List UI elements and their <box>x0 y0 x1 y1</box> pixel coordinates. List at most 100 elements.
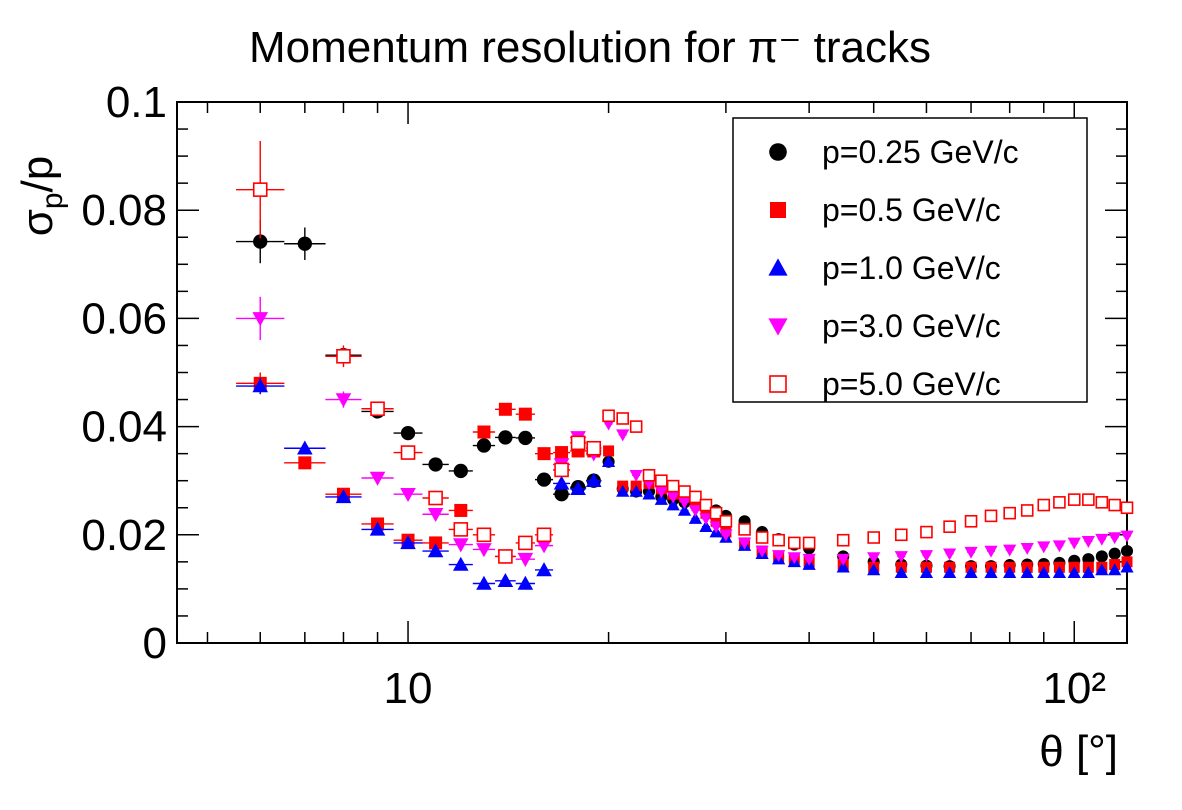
data-point <box>642 468 656 482</box>
data-point <box>400 487 416 503</box>
data-point <box>453 522 469 537</box>
legend-box <box>732 117 1088 403</box>
x-axis-label: θ [°] <box>1039 727 1118 776</box>
data-point <box>769 143 787 161</box>
data-point <box>554 487 569 502</box>
data-point <box>772 550 786 562</box>
data-point <box>964 566 978 578</box>
data-point <box>642 487 656 500</box>
data-point <box>984 509 998 523</box>
data-point <box>836 560 850 573</box>
data-point <box>964 546 978 559</box>
data-point <box>335 489 352 504</box>
data-point <box>252 378 269 393</box>
data-point <box>772 533 785 547</box>
data-point <box>454 503 468 517</box>
data-point <box>699 520 713 532</box>
data-point <box>984 545 998 558</box>
data-point <box>802 553 816 566</box>
data-point <box>1081 566 1095 578</box>
data-point <box>867 563 881 576</box>
legend-label: p=0.25 GeV/c <box>822 134 1019 170</box>
data-point <box>719 514 733 528</box>
data-point <box>943 566 957 578</box>
data-point <box>476 575 492 590</box>
data-point <box>943 520 956 533</box>
data-point <box>536 527 552 543</box>
y-axis-label-sub: p <box>36 192 69 209</box>
data-point <box>517 552 534 567</box>
data-point <box>1108 563 1122 576</box>
data-point <box>654 486 668 499</box>
data-point <box>400 425 416 441</box>
data-point <box>1120 530 1134 543</box>
data-point <box>429 536 443 550</box>
data-point <box>629 470 643 482</box>
data-point <box>477 425 491 439</box>
data-point <box>616 412 630 425</box>
data-point <box>1037 566 1051 578</box>
data-point <box>428 490 443 506</box>
data-point <box>585 472 602 487</box>
y-tick-label: 0.06 <box>81 294 167 343</box>
data-point <box>688 505 703 518</box>
data-point <box>1082 493 1095 506</box>
data-point <box>586 440 602 456</box>
data-point <box>476 438 492 453</box>
data-point <box>677 497 692 509</box>
x-tick-labels: 10 10² <box>384 664 1106 713</box>
data-point <box>400 445 416 460</box>
data-point <box>1081 536 1095 548</box>
data-point <box>452 556 469 571</box>
data-point <box>1037 541 1051 554</box>
data-point <box>710 515 722 527</box>
data-point <box>553 475 570 490</box>
data-point <box>984 566 998 578</box>
data-point <box>297 440 313 455</box>
series-p-5-0-gev-c <box>236 140 1134 564</box>
data-point <box>252 182 268 197</box>
data-point <box>518 430 533 446</box>
data-point <box>554 462 569 478</box>
data-point <box>666 479 680 493</box>
y-axis-label: σp/p <box>13 156 69 237</box>
legend-label: p=1.0 GeV/c <box>822 250 1001 286</box>
data-point <box>518 407 532 421</box>
data-point <box>1052 540 1067 553</box>
data-point <box>498 402 512 416</box>
data-point <box>920 525 933 539</box>
data-point <box>768 318 788 336</box>
data-point <box>336 348 351 364</box>
data-point <box>601 455 616 468</box>
data-point <box>517 575 534 590</box>
data-point <box>768 258 788 276</box>
data-point <box>1052 566 1067 578</box>
data-point <box>802 536 816 550</box>
data-point <box>400 535 416 550</box>
data-point <box>787 552 801 565</box>
data-point <box>297 236 312 251</box>
data-point <box>252 312 269 327</box>
data-point <box>666 491 680 504</box>
data-point <box>427 508 444 523</box>
data-point <box>1095 563 1109 576</box>
y-axis-label-tail: /p <box>13 156 62 193</box>
data-point <box>894 528 908 542</box>
y-tick-labels: 0 0.02 0.04 0.06 0.08 0.1 <box>81 78 167 668</box>
data-point <box>787 536 801 550</box>
y-tick-label: 0.08 <box>81 186 167 235</box>
data-point <box>1003 506 1016 520</box>
data-point <box>1067 493 1081 506</box>
data-point <box>428 457 443 472</box>
data-point <box>699 498 713 512</box>
data-point <box>700 507 712 519</box>
data-point <box>616 429 630 442</box>
legend-label: p=3.0 GeV/c <box>822 308 1001 344</box>
data-point <box>1067 566 1081 578</box>
data-point <box>769 375 787 393</box>
data-point <box>1120 560 1134 573</box>
x-tick-label: 10 <box>384 664 433 713</box>
data-point <box>1020 543 1034 555</box>
data-point <box>709 521 723 534</box>
